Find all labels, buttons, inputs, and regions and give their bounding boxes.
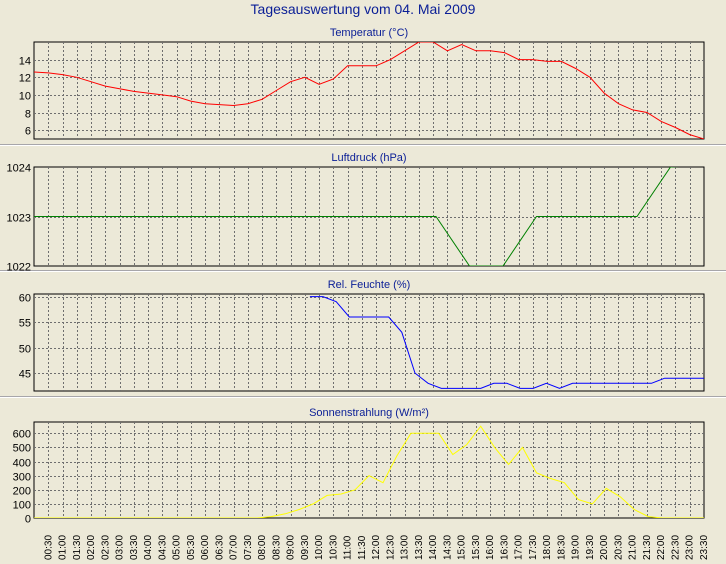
- panel-separator: [0, 396, 726, 398]
- x-tick-label: 09:00: [286, 535, 297, 560]
- y-tick-label: 60: [19, 293, 31, 305]
- x-tick-label: 13:00: [400, 535, 411, 560]
- x-tick-label: 23:00: [685, 535, 696, 560]
- x-tick-label: 04:30: [157, 535, 168, 560]
- y-tick-label: 1022: [7, 262, 31, 274]
- y-tick-label: 600: [13, 429, 31, 441]
- x-tick-label: 21:00: [628, 535, 639, 560]
- y-tick-label: 6: [25, 126, 31, 138]
- x-tick-label: 03:00: [115, 535, 126, 560]
- y-tick-label: 200: [13, 486, 31, 498]
- plot-area: [33, 293, 705, 392]
- y-tick-label: 14: [19, 56, 31, 68]
- x-tick-label: 16:00: [485, 535, 496, 560]
- x-tick-label: 06:00: [200, 535, 211, 560]
- y-tick-label: 1024: [7, 163, 31, 175]
- series-line: [34, 167, 679, 266]
- x-tick-label: 17:30: [528, 535, 539, 560]
- x-tick-label: 10:00: [314, 535, 325, 560]
- x-tick-label: 22:30: [670, 535, 681, 560]
- x-tick-label: 22:00: [656, 535, 667, 560]
- x-tick-label: 06:30: [214, 535, 225, 560]
- x-tick-label: 12:00: [371, 535, 382, 560]
- x-tick-label: 19:00: [571, 535, 582, 560]
- x-tick-label: 14:00: [428, 535, 439, 560]
- y-tick-label: 55: [19, 318, 31, 330]
- chart-title: Sonnenstrahlung (W/m²): [309, 407, 429, 419]
- x-tick-label: 08:00: [257, 535, 268, 560]
- y-tick-label: 50: [19, 344, 31, 356]
- x-tick-label: 11:30: [357, 535, 368, 560]
- y-tick-label: 500: [13, 443, 31, 455]
- y-tick-label: 400: [13, 458, 31, 470]
- chart-title: Rel. Feuchte (%): [328, 279, 411, 291]
- series-line: [309, 296, 704, 389]
- x-tick-label: 19:30: [585, 535, 596, 560]
- x-tick-label: 04:00: [143, 535, 154, 560]
- x-tick-label: 20:30: [613, 535, 624, 560]
- x-tick-label: 05:30: [186, 535, 197, 560]
- y-tick-label: 1023: [7, 213, 31, 225]
- x-tick-label: 18:30: [556, 535, 567, 560]
- x-tick-label: 15:00: [457, 535, 468, 560]
- x-tick-label: 11:00: [343, 535, 354, 560]
- y-tick-label: 0: [25, 514, 31, 526]
- x-tick-label: 09:30: [300, 535, 311, 560]
- x-tick-label: 14:30: [442, 535, 453, 560]
- x-tick-label: 01:00: [58, 535, 69, 560]
- chart-title: Temperatur (°C): [330, 27, 408, 39]
- page-title: Tagesauswertung vom 04. Mai 2009: [250, 1, 476, 17]
- x-tick-label: 23:30: [699, 535, 710, 560]
- chart-title: Luftdruck (hPa): [331, 152, 406, 164]
- x-tick-label: 05:00: [172, 535, 183, 560]
- y-tick-label: 45: [19, 369, 31, 381]
- x-tick-label: 10:30: [328, 535, 339, 560]
- series-line: [34, 42, 704, 139]
- x-tick-label: 07:30: [243, 535, 254, 560]
- x-tick-label: 12:30: [385, 535, 396, 560]
- x-tick-label: 02:30: [100, 535, 111, 560]
- x-tick-label: 02:00: [86, 535, 97, 560]
- x-tick-label: 15:30: [471, 535, 482, 560]
- x-tick-label: 07:00: [229, 535, 240, 560]
- x-tick-label: 21:30: [642, 535, 653, 560]
- panel-separator: [0, 270, 726, 272]
- panel-separator: [0, 144, 726, 146]
- x-tick-label: 16:30: [499, 535, 510, 560]
- x-tick-label: 17:00: [514, 535, 525, 560]
- plot-area: [33, 421, 705, 519]
- x-tick-label: 01:30: [72, 535, 83, 560]
- x-tick-label: 13:30: [414, 535, 425, 560]
- y-tick-label: 10: [19, 91, 31, 103]
- y-tick-label: 8: [25, 109, 31, 121]
- x-tick-label: 20:00: [599, 535, 610, 560]
- x-tick-label: 00:30: [43, 535, 54, 560]
- y-tick-label: 12: [19, 73, 31, 85]
- x-tick-label: 08:30: [271, 535, 282, 560]
- y-tick-label: 300: [13, 472, 31, 484]
- x-tick-label: 18:00: [542, 535, 553, 560]
- y-tick-label: 100: [13, 500, 31, 512]
- plot-area: [33, 41, 705, 140]
- x-tick-label: 03:30: [129, 535, 140, 560]
- series-line: [34, 425, 704, 518]
